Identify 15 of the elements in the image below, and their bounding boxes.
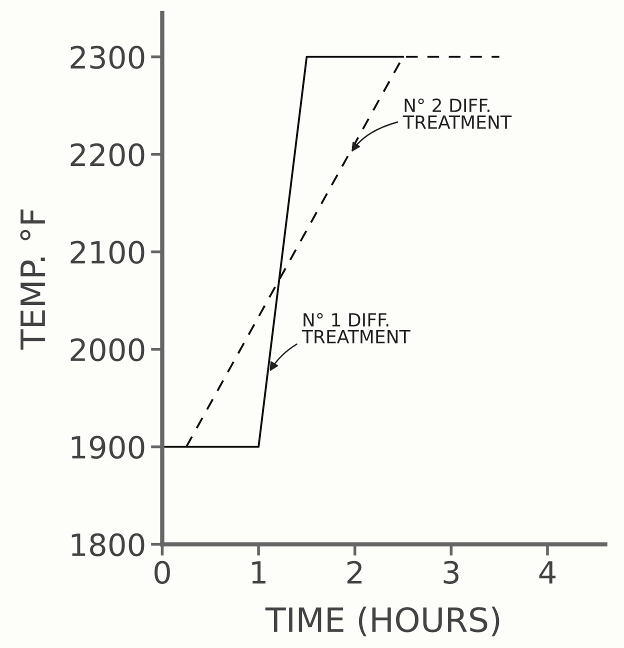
x-axis-title: TIME (HOURS): [265, 606, 500, 636]
annotation: N° 1 DIFF. TREATMENT: [302, 313, 410, 344]
y-tick-label: 2200: [70, 143, 144, 166]
y-tick-label: 1800: [72, 533, 144, 556]
x-tick-label: 3: [444, 560, 458, 584]
x-tick-label: 0: [154, 560, 170, 584]
y-tick-label: 2100: [70, 240, 144, 264]
y-tick-label: 1900: [72, 436, 144, 459]
y-tick-label: 2000: [70, 338, 144, 362]
y-tick-label: 2300: [70, 46, 144, 69]
x-tick-label: 2: [347, 560, 362, 584]
x-tick-label: 1: [252, 561, 266, 584]
y-axis-title: TEMP. °F: [20, 210, 45, 350]
annotation: N° 2 DIFF. TREATMENT: [402, 98, 512, 129]
x-tick-label: 4: [539, 561, 556, 584]
